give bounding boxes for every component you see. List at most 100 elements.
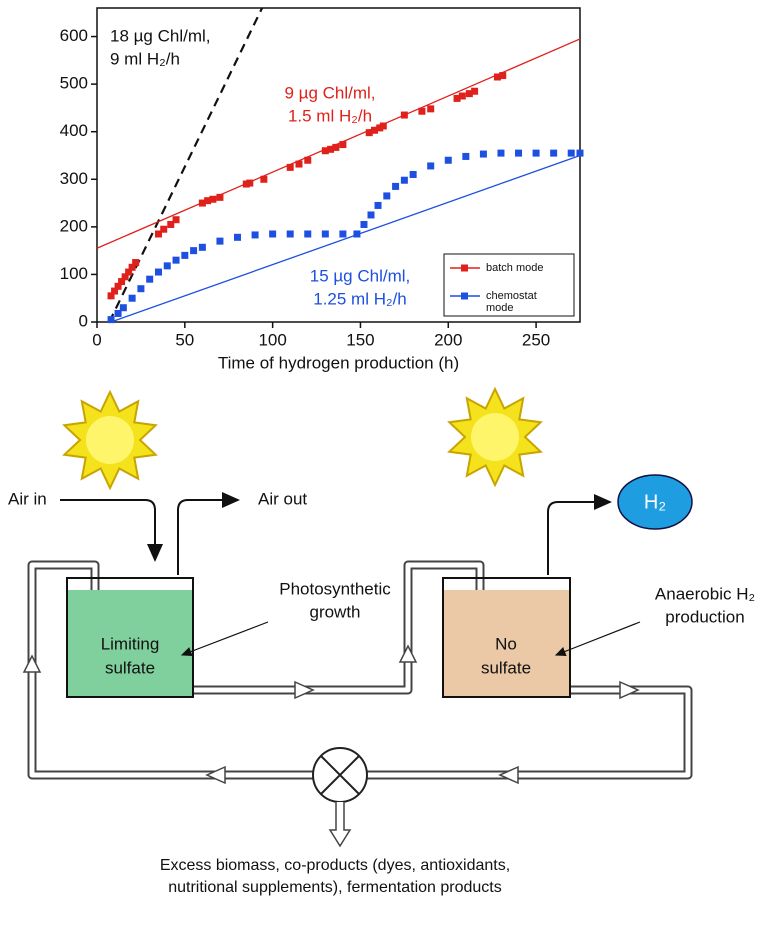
annotation: 18 µg Chl/ml, — [110, 26, 211, 45]
y-tick-label: 0 — [79, 311, 88, 330]
marker — [108, 316, 115, 323]
marker — [160, 226, 167, 233]
caption: nutritional supplements), fermentation p… — [168, 879, 502, 896]
h2-arrow — [548, 502, 610, 575]
marker — [164, 262, 171, 269]
pointer — [182, 622, 268, 655]
stage-label: Anaerobic H₂ — [655, 584, 755, 603]
air-in-arrow — [60, 500, 155, 560]
marker — [304, 230, 311, 237]
marker — [497, 150, 504, 157]
marker — [360, 221, 367, 228]
marker — [199, 244, 206, 251]
y-tick-label: 400 — [60, 121, 88, 140]
marker — [295, 161, 302, 168]
air-in-label: Air in — [8, 489, 47, 508]
annotation: 15 µg Chl/ml, — [310, 266, 411, 285]
annotation: 9 µg Chl/ml, — [284, 83, 375, 102]
x-tick-label: 0 — [92, 330, 101, 349]
marker — [155, 269, 162, 276]
marker — [146, 276, 153, 283]
air-out-label: Air out — [258, 489, 307, 508]
marker — [392, 183, 399, 190]
marker — [120, 304, 127, 311]
marker — [383, 192, 390, 199]
tank-label: sulfate — [481, 658, 531, 677]
x-tick-label: 200 — [434, 330, 462, 349]
y-tick-label: 200 — [60, 216, 88, 235]
annotation: 9 ml H₂/h — [110, 49, 180, 68]
marker — [367, 211, 374, 218]
marker — [190, 247, 197, 254]
marker — [401, 177, 408, 184]
x-axis-label: Time of hydrogen production (h) — [218, 353, 459, 372]
sun-core — [471, 413, 519, 461]
tank-label: No — [495, 634, 517, 653]
y-tick-label: 100 — [60, 264, 88, 283]
annotation: 1.5 ml H₂/h — [288, 106, 372, 125]
y-tick-label: 300 — [60, 169, 88, 188]
legend-marker — [461, 293, 468, 300]
x-tick-label: 100 — [258, 330, 286, 349]
y-tick-label: 500 — [60, 74, 88, 93]
marker — [480, 151, 487, 158]
marker — [499, 72, 506, 79]
marker — [173, 216, 180, 223]
marker — [209, 196, 216, 203]
marker — [269, 230, 276, 237]
y-tick-label: 600 — [60, 26, 88, 45]
stage-label: Photosynthetic — [279, 579, 391, 598]
marker — [304, 157, 311, 164]
marker — [129, 295, 136, 302]
marker — [427, 105, 434, 112]
marker — [216, 238, 223, 245]
legend-marker — [461, 265, 468, 272]
tank-label: Limiting — [101, 634, 160, 653]
legend-label: batch mode — [486, 262, 543, 274]
marker — [132, 259, 139, 266]
marker — [137, 285, 144, 292]
marker — [339, 230, 346, 237]
marker — [418, 108, 425, 115]
sun-core — [86, 416, 134, 464]
marker — [462, 153, 469, 160]
marker — [568, 150, 575, 157]
stage-label: growth — [309, 602, 360, 621]
marker — [216, 194, 223, 201]
marker — [234, 234, 241, 241]
x-tick-label: 150 — [346, 330, 374, 349]
figure: Air in Air out H₂ Limiting sulfate No su… — [0, 0, 762, 929]
marker — [401, 112, 408, 119]
x-tick-label: 50 — [175, 330, 194, 349]
marker — [550, 150, 557, 157]
marker — [252, 231, 259, 238]
marker — [577, 150, 584, 157]
marker — [380, 122, 387, 129]
marker — [260, 176, 267, 183]
marker — [445, 157, 452, 164]
air-out-arrow — [178, 500, 238, 575]
marker — [353, 230, 360, 237]
valve — [313, 748, 367, 846]
marker — [287, 164, 294, 171]
marker — [339, 141, 346, 148]
marker — [332, 144, 339, 151]
marker — [533, 150, 540, 157]
annotation: 1.25 ml H₂/h — [313, 289, 407, 308]
tank-label: sulfate — [105, 658, 155, 677]
marker — [287, 230, 294, 237]
marker — [471, 88, 478, 95]
x-tick-label: 250 — [522, 330, 550, 349]
marker — [427, 162, 434, 169]
marker — [173, 257, 180, 264]
marker — [459, 93, 466, 100]
marker — [375, 202, 382, 209]
caption: Excess biomass, co-products (dyes, antio… — [160, 857, 510, 874]
marker — [246, 180, 253, 187]
marker — [515, 150, 522, 157]
marker — [181, 252, 188, 259]
marker — [410, 171, 417, 178]
marker — [322, 230, 329, 237]
h2-label: H₂ — [644, 491, 666, 513]
stage-label: production — [665, 607, 744, 626]
